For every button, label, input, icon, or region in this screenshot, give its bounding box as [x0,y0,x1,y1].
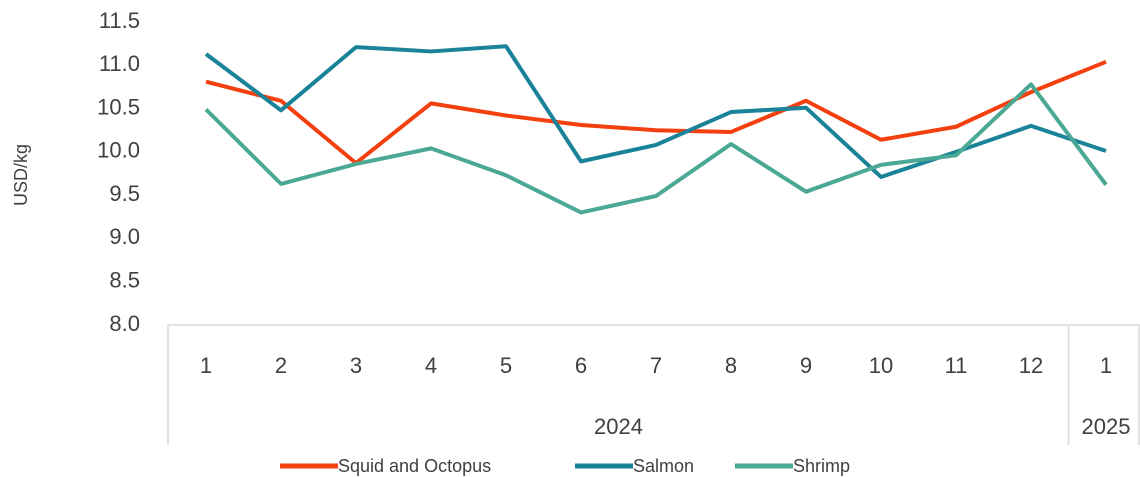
y-tick-label: 10.0 [97,138,140,163]
x-tick-label: 7 [650,353,662,378]
x-tick-label: 4 [425,353,437,378]
x-tick-label: 1 [1100,353,1112,378]
y-tick-label: 8.5 [109,268,140,293]
series-line [204,82,1108,215]
group-label: 2024 [594,414,643,439]
y-tick-label: 9.0 [109,224,140,249]
y-tick-label: 11.5 [99,8,140,33]
y-tick-label: 10.5 [97,94,140,119]
x-tick-label: 5 [500,353,512,378]
x-tick-label: 10 [869,353,893,378]
x-tick-label: 2 [275,353,287,378]
y-tick-label: 8.0 [109,311,140,336]
x-tick-label: 3 [350,353,362,378]
group-label: 2025 [1082,414,1131,439]
x-tick-label: 6 [575,353,587,378]
x-tick-label: 12 [1019,353,1043,378]
x-tick-label: 11 [945,353,968,378]
legend-label: Salmon [633,456,694,476]
y-tick-label: 11.0 [99,51,140,76]
x-tick-label: 9 [800,353,812,378]
legend-label: Shrimp [793,456,850,476]
legend-label: Squid and Octopus [338,456,491,476]
series-line [204,44,1107,179]
y-axis-label: USD/kg [11,144,31,206]
x-tick-label: 8 [725,353,737,378]
y-tick-label: 9.5 [109,181,140,206]
x-tick-label: 1 [200,353,212,378]
